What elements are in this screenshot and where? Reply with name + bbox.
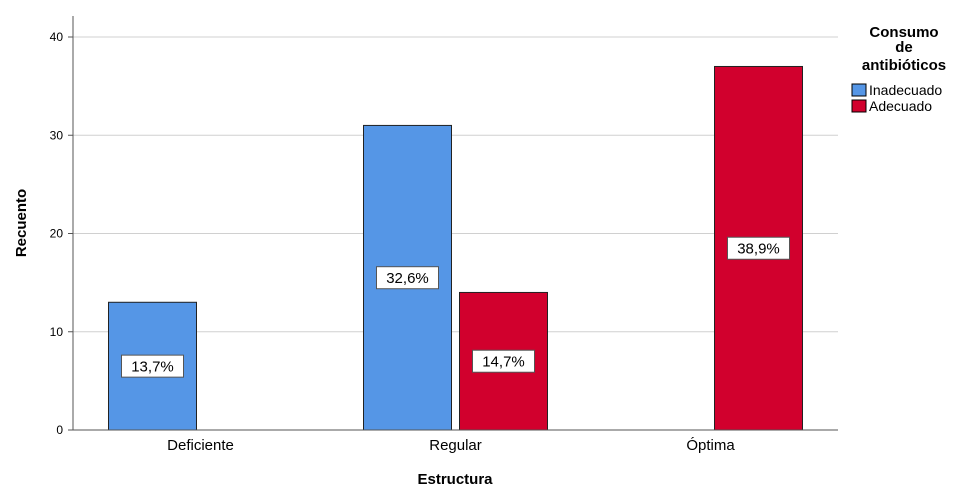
x-tick-label: Óptima [686,437,735,454]
x-axis-title: Estructura [417,471,493,485]
data-label-box [727,236,790,260]
y-tick-label: 20 [50,227,64,241]
data-label: 38,9% [737,241,780,258]
legend-label-inadecuado: Inadecuado [869,82,942,98]
axes [72,16,838,431]
legend-title-line-2: de [895,39,913,56]
data-label: 13,7% [131,359,174,376]
gridlines [73,36,838,333]
data-label-box [472,349,535,373]
y-tick-label: 10 [50,325,64,339]
legend-label-adecuado: Adecuado [869,98,932,114]
legend-title-line-3: antibióticos [862,57,946,74]
legend-title-line-1: Consumo [869,24,938,41]
legend-swatch-adecuado [851,99,867,113]
legend-swatch-inadecuado [851,83,867,97]
y-ticks: 0 10 20 30 40 [50,30,73,437]
x-tick-labels: Deficiente Regular Óptima [167,437,735,454]
data-label-box [121,354,184,378]
data-label: 32,6% [386,270,429,287]
legend: Consumo de antibióticos Inadecuado Adecu… [851,24,946,114]
x-tick-label: Regular [429,437,482,454]
data-label: 14,7% [482,354,525,371]
y-tick-label: 0 [56,423,63,437]
x-tick-label: Deficiente [167,437,234,454]
data-labels: 13,7% 32,6% 14,7% 38,9% [121,236,790,378]
y-tick-label: 40 [50,30,64,44]
y-tick-label: 30 [50,128,64,142]
data-label-box [376,266,439,290]
bars [108,65,803,431]
y-axis-title: Recuento [13,189,30,257]
